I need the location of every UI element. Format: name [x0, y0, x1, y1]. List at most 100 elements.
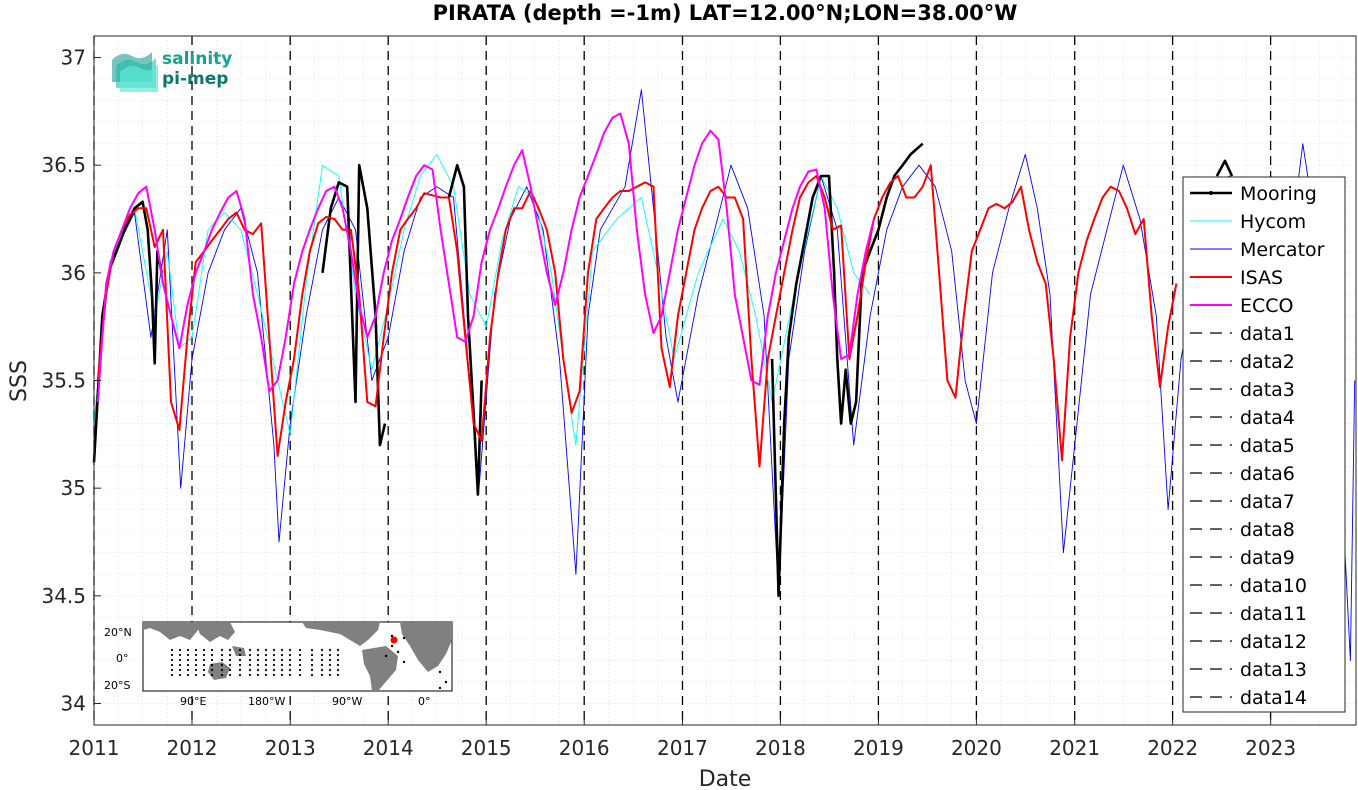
inset-point	[298, 658, 302, 662]
series-lines	[92, 89, 1356, 661]
inset-point	[328, 663, 332, 667]
inset-point	[444, 680, 448, 684]
legend-item: data5	[1190, 435, 1295, 457]
inset-point	[288, 668, 292, 672]
inset-point	[280, 653, 284, 657]
inset-point	[402, 636, 406, 640]
inset-point	[264, 663, 268, 667]
inset-point	[336, 653, 340, 657]
inset-point	[186, 673, 190, 677]
inset-point	[336, 673, 340, 677]
x-tick-label: 2019	[853, 736, 904, 760]
chart-title: PIRATA (depth =-1m) LAT=12.00°N;LON=38.0…	[433, 1, 1018, 25]
x-tick-label: 2011	[69, 736, 120, 760]
inset-point	[202, 673, 206, 677]
legend-label: ISAS	[1240, 267, 1283, 289]
y-tick-label: 35.5	[41, 369, 86, 393]
inset-point	[170, 648, 174, 652]
inset-point	[384, 654, 388, 658]
legend-marker	[1209, 191, 1213, 195]
x-tick-label: 2017	[657, 736, 708, 760]
inset-point	[256, 673, 260, 677]
inset-point	[194, 673, 198, 677]
legend-item: data11	[1190, 603, 1307, 625]
inset-point	[390, 634, 394, 638]
inset-point	[390, 644, 394, 648]
grid	[93, 36, 1356, 725]
inset-point	[256, 658, 260, 662]
inset-landmasses	[143, 622, 452, 691]
legend-item: data12	[1190, 631, 1307, 653]
inset-point	[320, 668, 324, 672]
legend-label: ECCO	[1240, 295, 1294, 317]
inset-point	[298, 668, 302, 672]
inset-point	[272, 673, 276, 677]
x-tick-label: 2022	[1147, 736, 1198, 760]
x-tick-label: 2021	[1049, 736, 1100, 760]
inset-point	[202, 668, 206, 672]
inset-point	[280, 663, 284, 667]
inset-point	[210, 658, 214, 662]
inset-point	[272, 663, 276, 667]
inset-lat-label-20n: 20°N	[104, 626, 132, 639]
y-tick-label: 34	[61, 691, 86, 715]
salinity-pi-mep-logo: salinity pi-mep	[112, 49, 232, 92]
inset-point	[320, 673, 324, 677]
legend-label: data12	[1240, 631, 1307, 653]
inset-point	[288, 673, 292, 677]
inset-point	[238, 653, 242, 657]
legend-item: data3	[1190, 379, 1295, 401]
inset-point	[298, 663, 302, 667]
series-line-mooring	[770, 142, 924, 598]
inset-point	[186, 653, 190, 657]
inset-point	[228, 648, 232, 652]
inset-point	[194, 658, 198, 662]
inset-point	[170, 673, 174, 677]
legend-label: data5	[1240, 435, 1295, 457]
inset-point	[178, 668, 182, 672]
inset-point	[170, 663, 174, 667]
series-line-mooring	[447, 163, 483, 496]
legend-item: data13	[1190, 659, 1307, 681]
x-tick-label: 2015	[461, 736, 512, 760]
legend-item: data8	[1190, 519, 1295, 541]
legend-item: data1	[1190, 323, 1295, 345]
legend-item: data6	[1190, 463, 1295, 485]
inset-point	[298, 648, 302, 652]
legend-label: data6	[1240, 463, 1295, 485]
legend-label: data13	[1240, 659, 1307, 681]
inset-point	[178, 658, 182, 662]
legend-item: data4	[1190, 407, 1295, 429]
inset-point	[438, 686, 442, 690]
inset-point	[264, 673, 268, 677]
inset-point	[280, 673, 284, 677]
inset-point	[170, 653, 174, 657]
inset-point	[272, 653, 276, 657]
x-axis-ticks: 2011 2012 2013 2014 2015 2016 2017 2018 2019 2020…	[69, 718, 1296, 760]
inset-point	[256, 653, 260, 657]
inset-point	[288, 648, 292, 652]
inset-point	[310, 663, 314, 667]
x-tick-label: 2013	[265, 736, 316, 760]
inset-point	[310, 653, 314, 657]
inset-point	[238, 668, 242, 672]
y-tick-label: 37	[61, 46, 86, 70]
inset-map: 20°N 0° 20°S 90°E 180°W 90°W 0°	[104, 621, 453, 708]
inset-point	[320, 653, 324, 657]
legend-label: data1	[1240, 323, 1295, 345]
inset-point	[264, 658, 268, 662]
inset-point	[228, 663, 232, 667]
inset-point	[336, 663, 340, 667]
inset-point	[210, 648, 214, 652]
inset-point	[298, 673, 302, 677]
inset-point	[210, 653, 214, 657]
inset-point	[272, 648, 276, 652]
inset-point	[280, 668, 284, 672]
inset-point	[402, 660, 406, 664]
inset-point	[328, 653, 332, 657]
inset-point	[248, 658, 252, 662]
inset-point	[220, 653, 224, 657]
inset-point	[194, 653, 198, 657]
inset-point	[298, 653, 302, 657]
